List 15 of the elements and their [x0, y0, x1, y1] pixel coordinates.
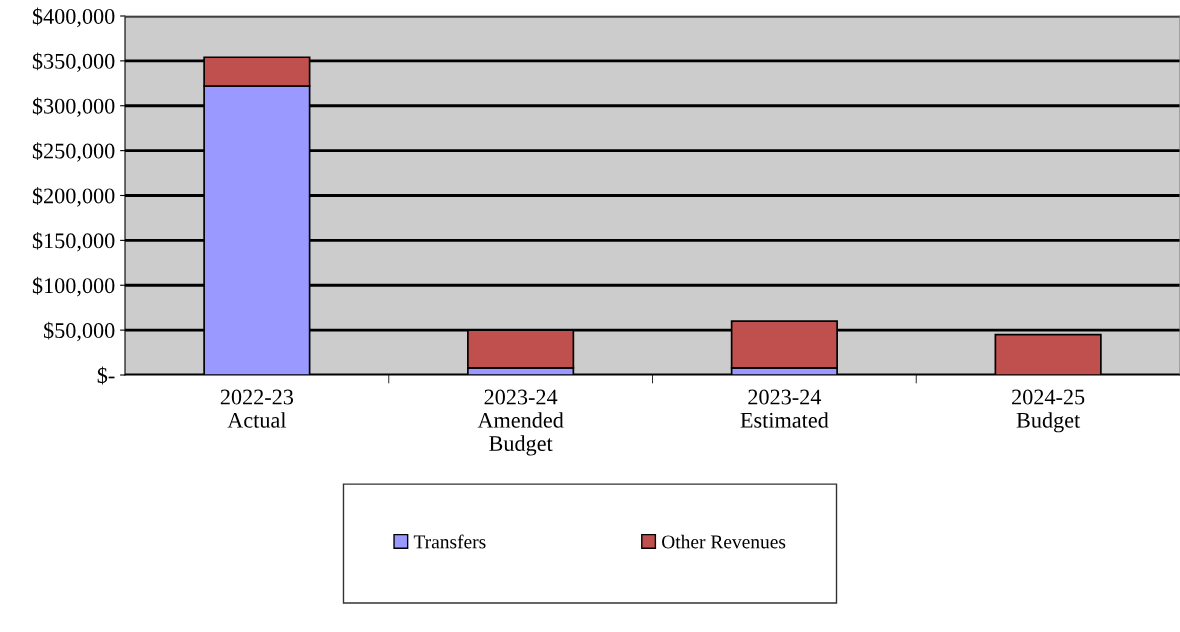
- x-tick-label: 2024-25 Budget: [1012, 389, 1085, 433]
- y-tick-label: $350,000: [32, 52, 115, 72]
- x-tick-label: 2023-24 Amended Budget: [477, 389, 564, 456]
- y-tick-label: $-: [97, 366, 115, 385]
- y-tick-label: $150,000: [32, 231, 115, 252]
- legend-label: Other Revenues: [662, 534, 786, 549]
- legend-label: Transfers: [413, 534, 486, 549]
- y-tick-label: $100,000: [32, 276, 115, 297]
- x-tick-label: 2023-24 Estimated: [740, 389, 829, 428]
- y-tick-label: $200,000: [32, 187, 115, 207]
- y-tick-label: $50,000: [44, 321, 115, 342]
- y-tick-label: $300,000: [32, 97, 115, 117]
- y-tick-label: $250,000: [32, 142, 115, 162]
- x-tick-label: 2022-23 Actual: [220, 389, 294, 428]
- y-tick-label: $400,000: [32, 7, 115, 28]
